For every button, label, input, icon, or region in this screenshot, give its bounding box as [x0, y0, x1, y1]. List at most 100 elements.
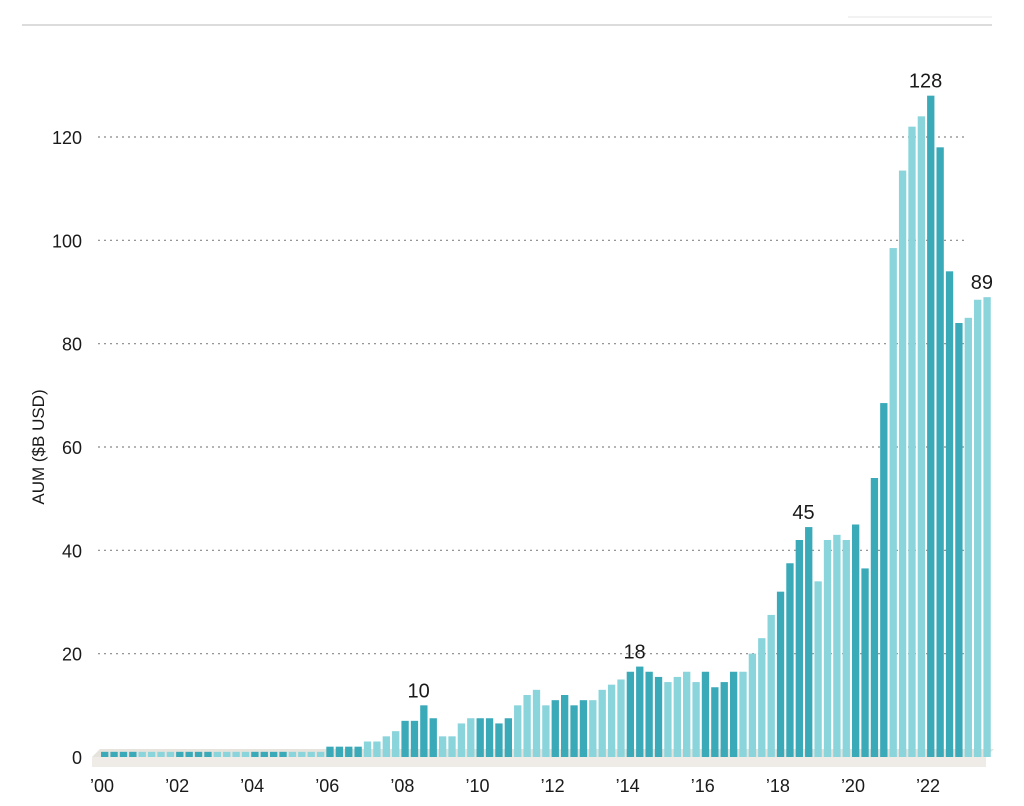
y-tick-label: 120	[52, 128, 82, 148]
bar	[814, 581, 822, 757]
bar	[448, 736, 456, 757]
bar	[917, 116, 926, 757]
bar	[382, 736, 390, 757]
bar	[542, 705, 550, 757]
bar	[720, 682, 728, 757]
bar	[729, 671, 738, 757]
x-tick-label: ’10	[465, 776, 489, 796]
bar	[232, 751, 240, 757]
bar	[129, 751, 137, 757]
bar	[833, 534, 841, 757]
bar	[561, 695, 569, 757]
bar	[457, 723, 466, 757]
bar	[636, 666, 644, 757]
bar	[316, 751, 325, 757]
bar	[495, 723, 503, 757]
data-label: 10	[408, 680, 430, 702]
bar	[692, 682, 700, 757]
bar	[974, 299, 982, 757]
bar	[767, 614, 775, 757]
x-tick-label: ’18	[766, 776, 790, 796]
bar	[654, 676, 663, 757]
bar	[805, 527, 813, 757]
bar	[392, 731, 400, 757]
bar	[889, 248, 897, 757]
bar	[307, 751, 315, 757]
gridlines	[98, 136, 968, 655]
bar	[438, 736, 447, 757]
bars	[101, 95, 991, 758]
bar	[119, 751, 128, 757]
bar	[945, 271, 954, 757]
bar	[110, 751, 118, 757]
bar	[429, 718, 437, 757]
bar	[908, 126, 916, 758]
x-tick-label: ’22	[916, 776, 940, 796]
bar	[467, 718, 475, 757]
bar	[748, 653, 757, 757]
bar	[898, 170, 907, 757]
x-tick-label: ’08	[390, 776, 414, 796]
bar	[570, 705, 578, 757]
bar	[514, 705, 522, 757]
bar	[363, 741, 372, 757]
bar	[373, 741, 381, 757]
y-tick-label: 40	[62, 541, 82, 561]
bar	[138, 751, 146, 757]
x-axis-ticks: ’00 ’02 ’04 ’06 ’08 ’10 ’12 ’14 ’16 ’18 ’20 ’22	[90, 776, 940, 796]
bar	[251, 751, 259, 757]
bar	[176, 751, 184, 757]
bar	[288, 751, 297, 757]
bar	[758, 638, 766, 757]
x-tick-label: ’16	[691, 776, 715, 796]
x-tick-label: ’12	[541, 776, 565, 796]
bar	[279, 751, 287, 757]
y-tick-label: 60	[62, 438, 82, 458]
bar	[880, 403, 888, 757]
bar	[645, 671, 653, 757]
x-tick-label: ’04	[240, 776, 264, 796]
bar	[270, 751, 278, 757]
bar	[664, 682, 672, 757]
bar	[551, 700, 559, 757]
y-tick-label: 0	[72, 748, 82, 768]
bar	[776, 591, 785, 757]
x-tick-label: ’20	[841, 776, 865, 796]
bar	[420, 705, 428, 757]
bar	[260, 751, 268, 757]
bar	[795, 540, 803, 757]
bar	[842, 540, 850, 757]
bar	[157, 751, 165, 757]
bar	[345, 746, 353, 757]
bar	[354, 746, 362, 757]
bar	[823, 540, 832, 757]
bar	[617, 679, 625, 757]
bar	[213, 751, 221, 757]
bar	[701, 671, 710, 757]
bar	[786, 563, 794, 757]
x-tick-label: ’06	[315, 776, 339, 796]
bar	[147, 751, 156, 757]
bar	[964, 317, 972, 757]
x-tick-label: ’14	[616, 776, 640, 796]
bar	[598, 689, 606, 757]
data-label: 89	[971, 272, 993, 294]
bar	[683, 671, 691, 757]
bar	[298, 751, 306, 757]
bar	[673, 676, 681, 757]
bar	[607, 684, 616, 757]
y-tick-label: 20	[62, 645, 82, 665]
bar	[476, 718, 484, 757]
bar	[204, 751, 212, 757]
bar	[589, 700, 597, 757]
bar	[711, 687, 719, 757]
bar	[955, 323, 963, 757]
bar	[410, 720, 419, 757]
bar	[101, 751, 109, 757]
bar	[852, 524, 860, 757]
data-label: 45	[792, 502, 814, 524]
bar	[335, 746, 344, 757]
y-tick-label: 80	[62, 335, 82, 355]
bar	[870, 478, 879, 757]
bar	[626, 671, 635, 757]
